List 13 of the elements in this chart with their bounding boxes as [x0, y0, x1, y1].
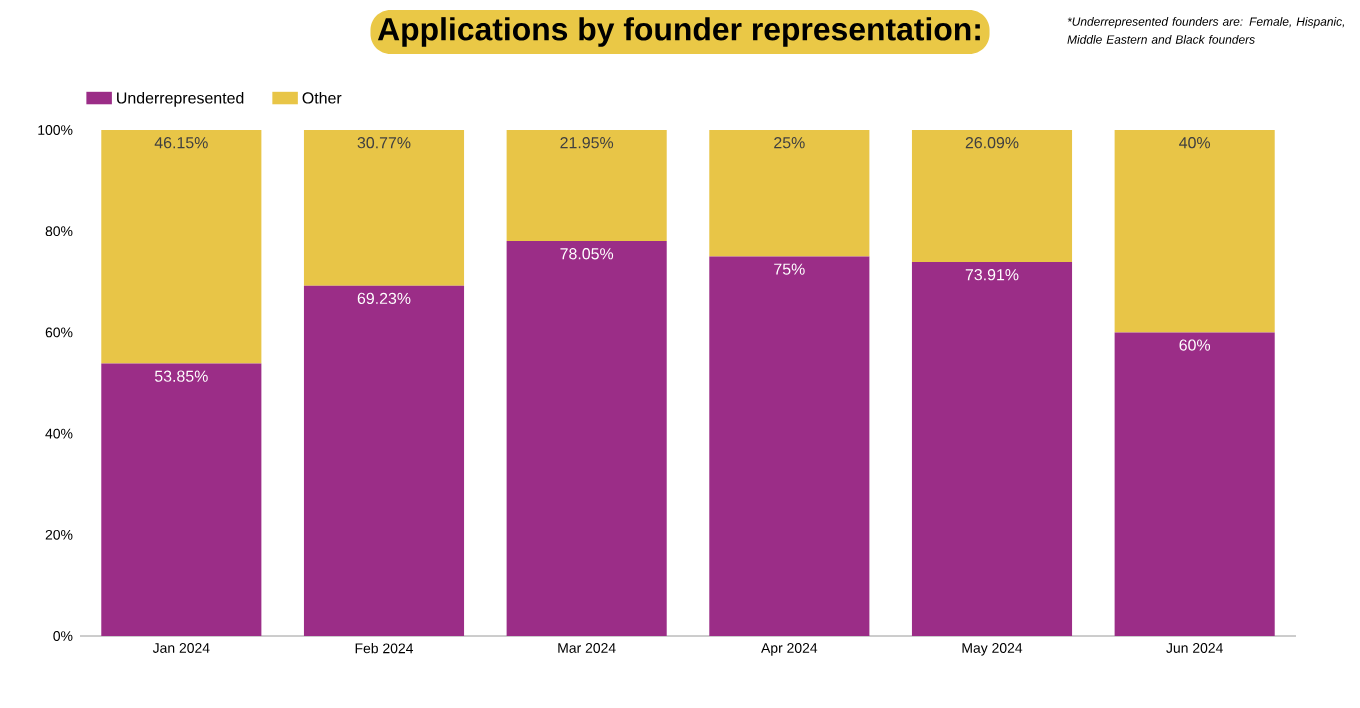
bar: [303, 285, 465, 636]
bar: [911, 129, 1073, 263]
bar: [303, 130, 465, 286]
chart-title: Applications by founder representation:: [377, 17, 980, 47]
bar: [709, 256, 870, 636]
bar: [101, 130, 262, 364]
bar: [1114, 332, 1275, 636]
bar: [506, 129, 667, 242]
bar: [709, 130, 870, 257]
bar: [911, 262, 1073, 636]
bar: [1114, 129, 1275, 333]
bar: [506, 241, 667, 636]
bar: [101, 363, 262, 636]
